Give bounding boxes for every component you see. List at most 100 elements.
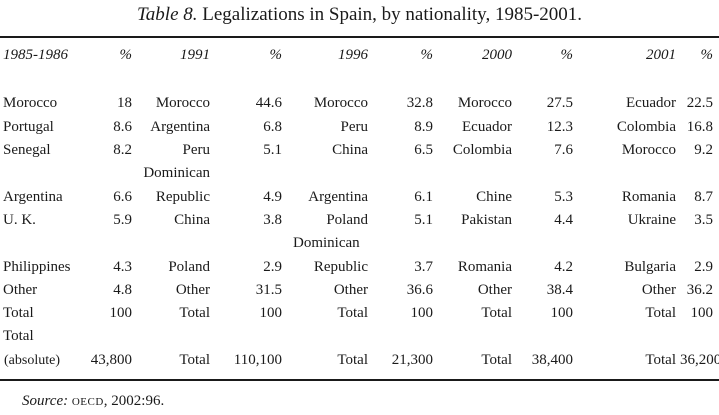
table-caption: Legalizations in Spain, by nationality, … <box>202 4 583 25</box>
table-cell: 4.9 <box>263 189 282 205</box>
table-cell: 8.9 <box>414 119 433 135</box>
header-1996: 1996 <box>338 47 368 63</box>
table-cell: Philippines <box>3 259 71 275</box>
table-cell: 36,200 <box>680 352 719 368</box>
table-cell: Peru <box>182 142 211 158</box>
table-cell: Romania <box>457 259 512 275</box>
table-cell: Romania <box>621 189 676 205</box>
table-cell: Morocco <box>621 142 676 158</box>
table-cell: Senegal <box>3 142 51 158</box>
table-cell: Total <box>179 305 210 321</box>
header-pct-2000: % <box>560 47 574 63</box>
table-cell: 6.6 <box>113 189 132 205</box>
table-cell: 9.2 <box>694 142 713 158</box>
table-cell: Morocco <box>155 95 210 111</box>
table-cell: Morocco <box>457 95 512 111</box>
table-cell: 6.5 <box>414 142 433 158</box>
table-cell: 4.8 <box>113 282 132 298</box>
table-cell: Dominican <box>293 235 360 251</box>
source-citation: , 2002:96. <box>103 393 165 409</box>
table-title: Table 8. Legalizations in Spain, by nati… <box>0 4 719 26</box>
header-pct-1991: % <box>269 47 283 63</box>
source-label: Source: <box>22 393 69 409</box>
table-cell: Pakistan <box>461 212 512 228</box>
table-cell: 7.6 <box>554 142 573 158</box>
table-cell: Total <box>179 352 210 368</box>
header-pct-2001: % <box>700 47 714 63</box>
table-cell: Total <box>481 352 512 368</box>
table-cell: China <box>332 142 368 158</box>
table-cell: 100 <box>259 305 283 321</box>
table-cell: 8.6 <box>113 119 132 135</box>
table-cell: Poland <box>168 259 210 275</box>
table-cell: Ecuador <box>462 119 512 135</box>
table-cell: Colombia <box>616 119 676 135</box>
table-cell: 100 <box>690 305 714 321</box>
header-2001: 2001 <box>646 47 676 63</box>
table-cell: 27.5 <box>546 95 573 111</box>
table-cell: Poland <box>326 212 368 228</box>
table-cell: 38.4 <box>546 282 573 298</box>
table-cell: 5.1 <box>414 212 433 228</box>
table-cell: 3.7 <box>414 259 433 275</box>
table-cell: 38,400 <box>531 352 573 368</box>
header-2000: 2000 <box>482 47 512 63</box>
table-cell: 21,300 <box>391 352 433 368</box>
table-cell: Bulgaria <box>624 259 676 275</box>
header-pct-1996: % <box>420 47 434 63</box>
table-cell: Total <box>645 305 676 321</box>
table-cell: 3.5 <box>694 212 713 228</box>
table-cell: 5.3 <box>554 189 573 205</box>
source-org: oecd <box>71 393 104 409</box>
table-cell: Chine <box>476 189 512 205</box>
table-cell: 18 <box>117 95 132 111</box>
header-pct-1985: % <box>119 47 133 63</box>
top-rule <box>0 36 719 38</box>
table-cell: 4.2 <box>554 259 573 275</box>
table-cell: Argentina <box>150 119 210 135</box>
table-cell: Portugal <box>3 119 54 135</box>
table-cell: 5.9 <box>113 212 132 228</box>
table-cell: 100 <box>410 305 434 321</box>
table-cell: Other <box>477 282 512 298</box>
table-cell: 32.8 <box>406 95 433 111</box>
table-cell: Colombia <box>452 142 512 158</box>
table-cell: Total <box>645 352 676 368</box>
table-cell: Total <box>3 305 34 321</box>
table-cell: 110,100 <box>233 352 282 368</box>
table-cell: 43,800 <box>90 352 132 368</box>
table-cell: 6.8 <box>263 119 282 135</box>
table-cell: Total <box>337 305 368 321</box>
header-1991: 1991 <box>180 47 210 63</box>
table-cell: Other <box>3 282 38 298</box>
table-cell: 8.2 <box>113 142 132 158</box>
table-cell: 31.5 <box>255 282 282 298</box>
bottom-rule <box>0 379 719 381</box>
table-cell: 36.2 <box>686 282 713 298</box>
table-cell: 12.3 <box>546 119 573 135</box>
table-cell: 100 <box>109 305 133 321</box>
table-cell: Republic <box>155 189 210 205</box>
table-cell: Morocco <box>313 95 368 111</box>
table-cell: 100 <box>550 305 574 321</box>
table-cell: 3.8 <box>263 212 282 228</box>
header-1985-1986: 1985-1986 <box>3 47 68 63</box>
table-cell: 8.7 <box>694 189 713 205</box>
table-cell: Other <box>333 282 368 298</box>
table-cell: 5.1 <box>263 142 282 158</box>
table-cell: Peru <box>340 119 369 135</box>
table-cell: Other <box>641 282 676 298</box>
table-cell: China <box>174 212 210 228</box>
table-cell: Dominican <box>143 165 210 181</box>
table-cell: Republic <box>313 259 368 275</box>
table-cell: Ukraine <box>627 212 676 228</box>
table-cell: 6.1 <box>414 189 433 205</box>
table-cell: Morocco <box>3 95 58 111</box>
table-cell: Total <box>337 352 368 368</box>
table-cell: 4.3 <box>113 259 132 275</box>
table-cell: 22.5 <box>686 95 713 111</box>
table-label: Table 8. <box>136 4 198 25</box>
table-cell: Ecuador <box>626 95 676 111</box>
source-note: Source: oecd, 2002:96. <box>22 393 164 410</box>
table-cell: Other <box>175 282 210 298</box>
